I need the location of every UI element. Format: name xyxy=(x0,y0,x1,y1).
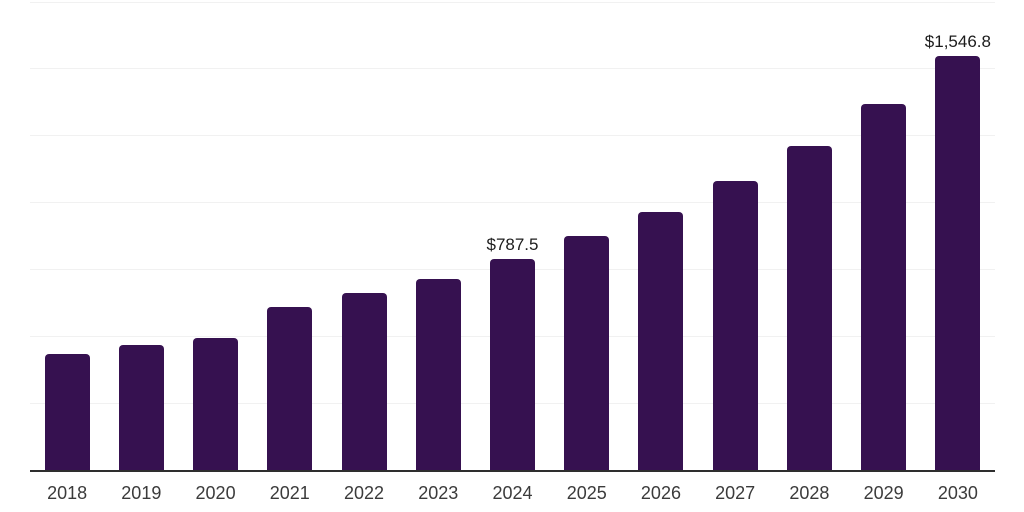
bar-column-2024: $787.5 2024 xyxy=(475,0,549,512)
x-tick-label-2025: 2025 xyxy=(566,483,607,503)
bar-2019[interactable] xyxy=(118,345,164,470)
value-label-2024: $787.5 xyxy=(486,235,539,255)
x-tick-label-2022: 2022 xyxy=(344,483,385,503)
bar-2020[interactable] xyxy=(193,338,239,470)
value-label-2030: $1,546.8 xyxy=(924,32,991,52)
x-tick-label-2027: 2027 xyxy=(715,483,756,503)
bar-column-2028: 2028 xyxy=(772,0,846,512)
gridline xyxy=(30,202,995,204)
bar-column-2018: 2018 xyxy=(30,0,104,512)
gridline xyxy=(30,1,995,3)
x-tick-label-2021: 2021 xyxy=(269,483,310,503)
bar-column-2026: 2026 xyxy=(624,0,698,512)
bar-2021[interactable] xyxy=(267,306,313,470)
bar-column-2027: 2027 xyxy=(698,0,772,512)
x-tick-label-2030: 2030 xyxy=(937,483,978,503)
bar-column-2019: 2019 xyxy=(104,0,178,512)
x-tick-label-2019: 2019 xyxy=(121,483,162,503)
bar-column-2022: 2022 xyxy=(327,0,401,512)
bar-2026[interactable] xyxy=(638,211,684,470)
bar-column-2021: 2021 xyxy=(253,0,327,512)
bar-column-2020: 2020 xyxy=(178,0,252,512)
bar-2030[interactable] xyxy=(935,56,981,470)
x-tick-label-2024: 2024 xyxy=(492,483,533,503)
bar-2028[interactable] xyxy=(786,145,832,470)
bar-2027[interactable] xyxy=(712,180,758,470)
gridline xyxy=(30,68,995,70)
bar-2022[interactable] xyxy=(341,293,387,470)
bar-2024[interactable] xyxy=(489,259,535,470)
bar-2025[interactable] xyxy=(564,236,610,470)
bar-column-2029: 2029 xyxy=(847,0,921,512)
x-tick-label-2029: 2029 xyxy=(863,483,904,503)
bar-2023[interactable] xyxy=(415,279,461,470)
bar-2029[interactable] xyxy=(861,103,907,470)
bar-column-2030: $1,546.8 2030 xyxy=(921,0,995,512)
x-tick-label-2028: 2028 xyxy=(789,483,830,503)
x-tick-label-2018: 2018 xyxy=(47,483,88,503)
x-axis-line xyxy=(30,470,995,472)
bar-column-2023: 2023 xyxy=(401,0,475,512)
gridline xyxy=(30,135,995,137)
bar-2018[interactable] xyxy=(44,353,90,470)
x-tick-label-2026: 2026 xyxy=(640,483,681,503)
bar-column-2025: 2025 xyxy=(550,0,624,512)
x-tick-label-2020: 2020 xyxy=(195,483,236,503)
x-tick-label-2023: 2023 xyxy=(418,483,459,503)
